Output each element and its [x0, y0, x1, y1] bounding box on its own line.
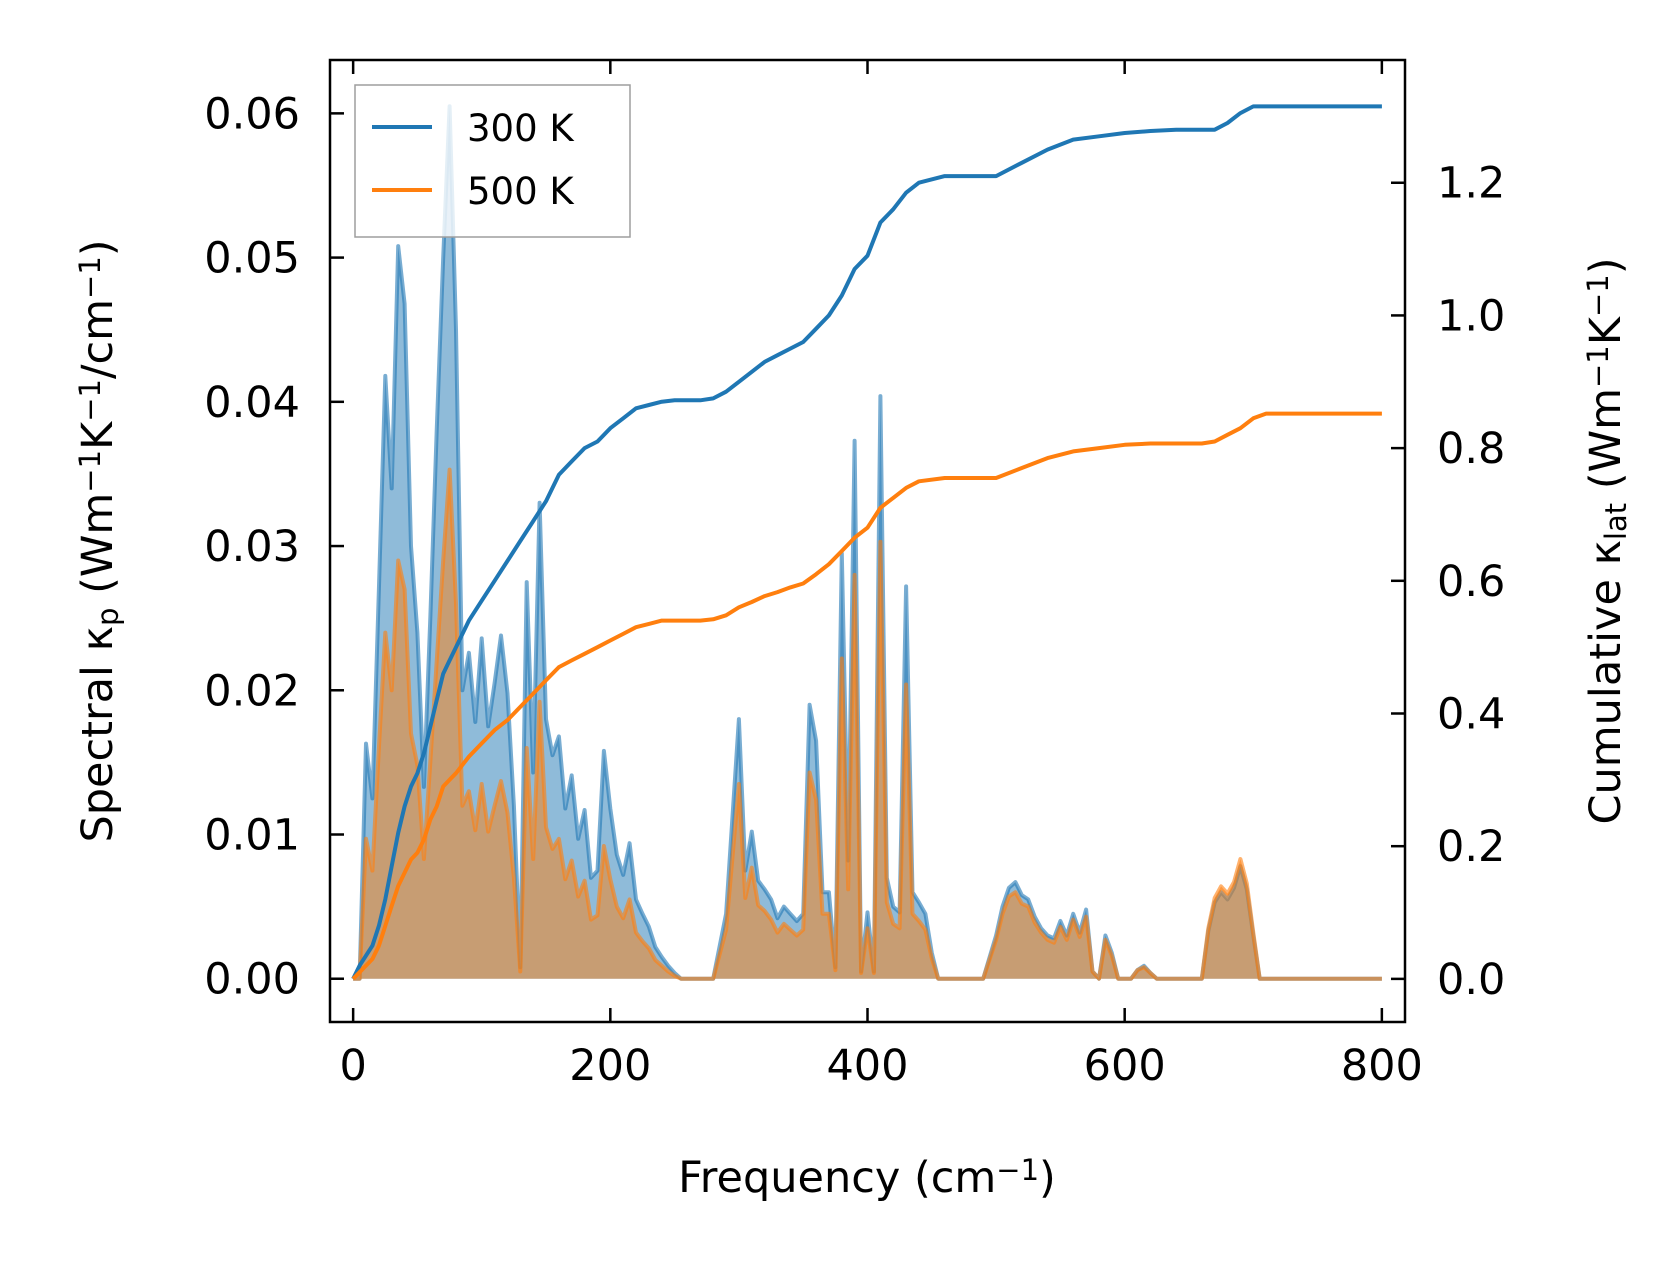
x-tick-label: 800 [1341, 1041, 1423, 1091]
cumulative-line-1 [351, 411, 1382, 981]
legend-box [354, 84, 631, 238]
x-tick-label: 600 [1084, 1041, 1166, 1091]
legend-label-300k: 300 K [467, 107, 575, 150]
y-right-tick-label: 0.2 [1437, 822, 1505, 872]
y-right-tick-label: 0.8 [1437, 424, 1505, 474]
legend: 300 K 500 K [354, 84, 631, 238]
cumulative-line-0 [351, 104, 1382, 980]
y-right-tick-label: 0.6 [1437, 557, 1505, 607]
y-left-tick-label: 0.03 [204, 522, 300, 572]
y-left-tick-label: 0.02 [204, 666, 300, 716]
axis-ticks [330, 60, 1405, 1022]
y-left-tick-label: 0.01 [204, 811, 300, 861]
plot-area [351, 104, 1382, 981]
tick-labels: 0 200 400 600 800 0.00 0.01 0.02 0.03 0.04 0.05 0.0… [204, 89, 1505, 1091]
y-left-tick-label: 0.04 [204, 378, 300, 428]
spectral-area-1 [353, 469, 1382, 979]
y-left-tick-label: 0.05 [204, 234, 300, 284]
y-right-tick-label: 0.0 [1437, 955, 1505, 1005]
y-axis-right-label: Cumulative κlat (Wm−1K−1) [1581, 258, 1633, 825]
y-right-tick-label: 1.0 [1437, 291, 1505, 341]
y-left-tick-label: 0.06 [204, 89, 300, 139]
x-tick-label: 0 [339, 1041, 366, 1091]
y-right-tick-label: 0.4 [1437, 689, 1505, 739]
y-right-tick-label: 1.2 [1437, 159, 1505, 209]
x-tick-label: 400 [826, 1041, 908, 1091]
legend-label-500k: 500 K [467, 170, 575, 213]
x-tick-label: 200 [569, 1041, 651, 1091]
y-axis-left-label: Spectral κp (Wm−1K−1/cm−1) [73, 239, 125, 842]
x-axis-label: Frequency (cm−1) [678, 1153, 1056, 1203]
y-left-tick-label: 0.00 [204, 955, 300, 1005]
spectral-line-1 [353, 467, 1382, 981]
